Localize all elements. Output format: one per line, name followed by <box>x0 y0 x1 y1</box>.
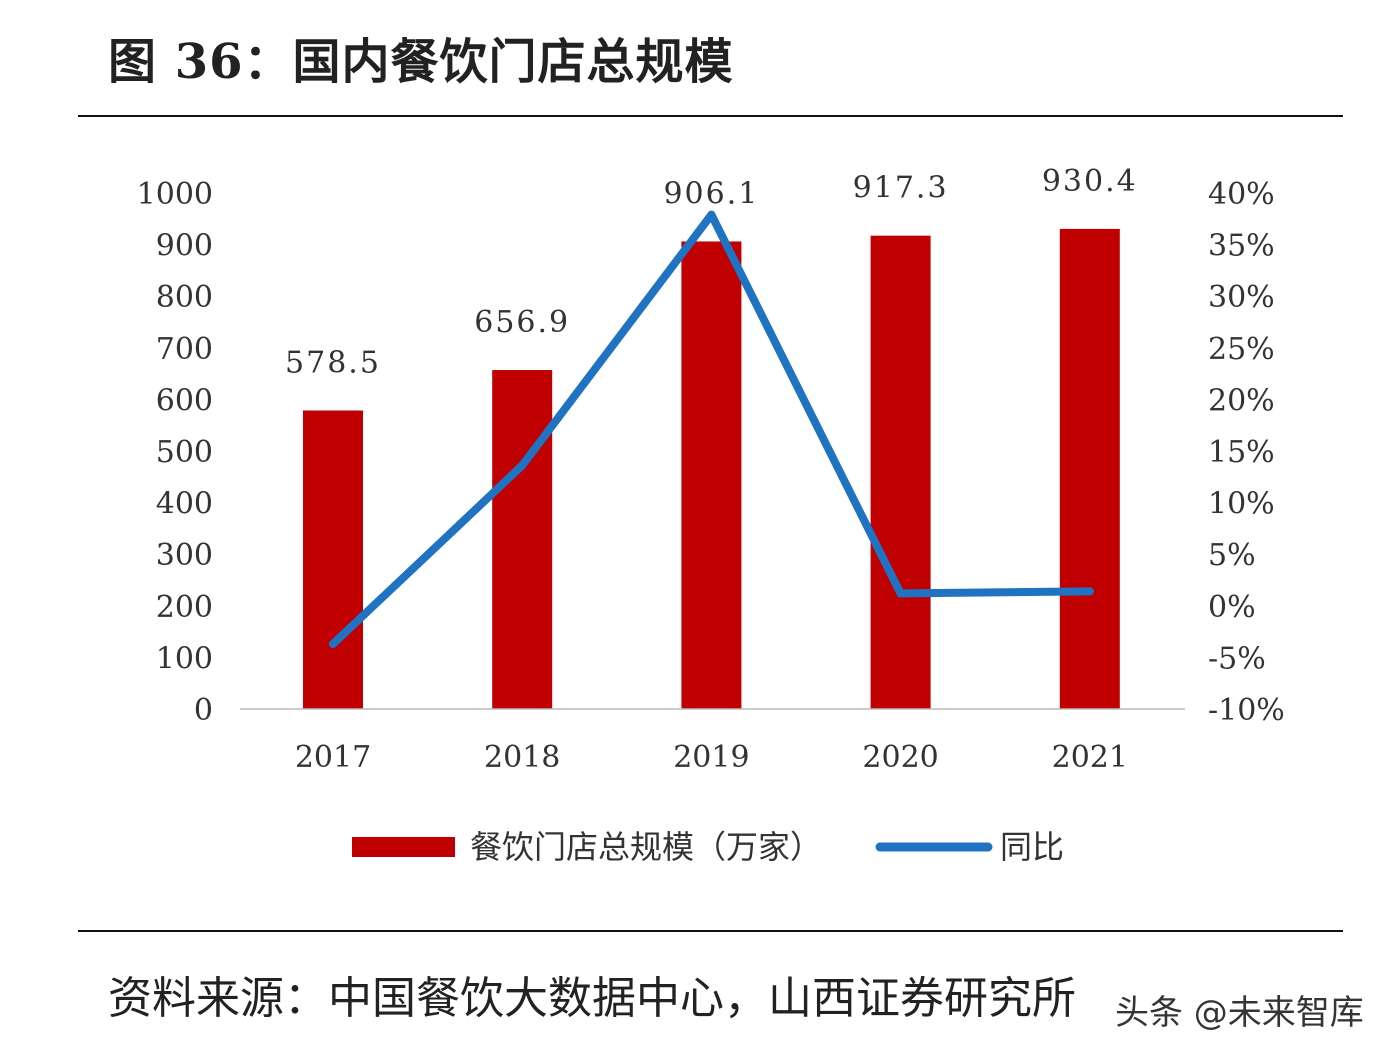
x-tick-label: 2019 <box>673 740 749 775</box>
data-label: 930.4 <box>1042 164 1138 199</box>
yoy-point-2018 <box>518 461 527 470</box>
right-tick-label: 40% <box>1208 177 1275 212</box>
bar-2018 <box>492 370 553 709</box>
right-tick-label: 15% <box>1208 435 1275 470</box>
left-tick-label: 500 <box>156 435 213 470</box>
bar-2021 <box>1059 228 1120 709</box>
figure-title: 图 36：国内餐饮门店总规模 <box>108 34 734 90</box>
right-tick-label: 35% <box>1208 229 1275 264</box>
bar-2019 <box>681 241 742 709</box>
right-tick-label: -5% <box>1208 641 1266 676</box>
x-tick-label: 2017 <box>295 740 371 775</box>
legend-bar-swatch <box>352 837 455 857</box>
top-rule <box>78 115 1343 117</box>
legend: 餐饮门店总规模（万家） 同比 <box>352 828 1064 866</box>
left-tick-label: 200 <box>156 590 213 625</box>
watermark: 头条 @未来智库 <box>1115 993 1364 1033</box>
bar-2017 <box>303 410 363 709</box>
x-tick-label: 2020 <box>862 740 938 775</box>
data-label: 656.9 <box>474 305 570 340</box>
right-tick-label: 10% <box>1208 487 1275 522</box>
yoy-point-2017 <box>329 639 337 648</box>
left-tick-label: 100 <box>156 641 213 676</box>
right-tick-label: 25% <box>1208 332 1275 367</box>
bottom-rule <box>78 930 1343 932</box>
bar-2020 <box>870 235 931 709</box>
legend-line-label: 同比 <box>1000 828 1064 866</box>
right-tick-label: 20% <box>1208 383 1275 418</box>
right-tick-label: 0% <box>1208 590 1256 625</box>
right-tick-label: 30% <box>1208 280 1275 315</box>
left-tick-label: 300 <box>156 538 213 573</box>
left-tick-label: 1000 <box>137 177 213 212</box>
x-tick-label: 2018 <box>484 740 560 775</box>
left-tick-label: 700 <box>156 332 213 367</box>
data-label: 917.3 <box>853 171 949 206</box>
left-tick-label: 400 <box>156 487 213 522</box>
yoy-point-2019 <box>707 210 716 219</box>
right-tick-label: 5% <box>1208 538 1256 573</box>
yoy-point-2021 <box>1085 587 1094 596</box>
data-label: 578.5 <box>285 345 381 380</box>
left-tick-label: 800 <box>156 280 213 315</box>
source-note: 资料来源：中国餐饮大数据中心，山西证券研究所 <box>108 973 1076 1024</box>
legend-bar-label: 餐饮门店总规模（万家） <box>470 828 822 866</box>
x-tick-label: 2021 <box>1052 740 1128 775</box>
data-label: 906.1 <box>663 176 759 211</box>
left-tick-label: 600 <box>156 383 213 418</box>
left-tick-label: 0 <box>194 693 213 728</box>
left-tick-label: 900 <box>156 229 213 264</box>
yoy-point-2020 <box>896 589 905 598</box>
right-tick-label: -10% <box>1208 693 1285 728</box>
